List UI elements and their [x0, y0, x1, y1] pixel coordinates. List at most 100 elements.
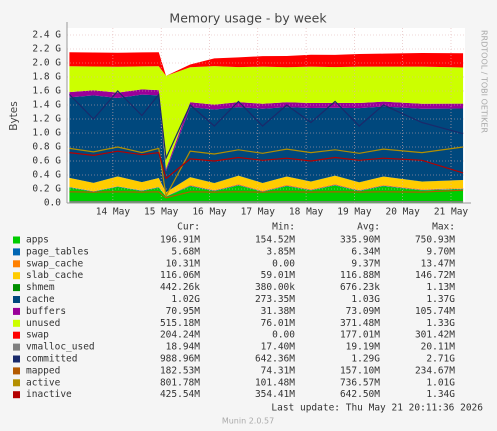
side-text: RRDTOOL / TOBI OETIKER	[480, 30, 489, 133]
legend-label: page_tables	[26, 246, 89, 257]
x-tick-label: 17 May	[241, 207, 276, 218]
legend-label: swap	[26, 330, 49, 341]
axes: 0.0 0.2 G 0.4 G 0.6 G 0.8 G 1.0 G 1.2 G 1.4 G 1.…	[32, 22, 471, 218]
area	[69, 89, 464, 172]
legend-stat: 273.35M	[255, 294, 295, 305]
legend-stat: 76.01M	[261, 318, 296, 329]
area	[69, 175, 464, 197]
legend-label: vmalloc_used	[26, 342, 95, 353]
legend-stat: 74.31M	[261, 365, 296, 376]
legend-stat: 17.40M	[261, 342, 296, 353]
legend-swatch	[13, 236, 20, 244]
legend-stat: 13.47M	[421, 258, 456, 269]
x-tick-label: 16 May	[192, 207, 227, 218]
legend-swatch	[13, 260, 20, 268]
legend-stat: 73.09M	[346, 306, 381, 317]
legend-stat: 5.68M	[171, 246, 200, 257]
legend-swatch	[13, 272, 20, 280]
legend-stat: 642.36M	[255, 354, 295, 365]
legend-label: committed	[26, 354, 77, 365]
legend-stat: 116.06M	[160, 270, 200, 281]
legend-stat: 20.11M	[421, 342, 456, 353]
y-tick-label: 2.2 G	[32, 44, 61, 55]
legend-stat: 182.53M	[160, 365, 200, 376]
legend-stat: 70.95M	[166, 306, 201, 317]
legend-header: Avg:	[357, 222, 380, 233]
legend-stat: 18.94M	[166, 342, 201, 353]
legend-header: Min:	[272, 222, 295, 233]
legend-stat: 371.48M	[340, 318, 380, 329]
legend-swatch	[13, 296, 20, 303]
legend-stat: 19.19M	[346, 342, 381, 353]
legend-stat: 1.02G	[171, 294, 200, 305]
legend-swatch	[13, 307, 20, 315]
area	[69, 185, 464, 197]
area	[69, 94, 464, 193]
legend-swatch	[13, 391, 20, 399]
legend-label: mapped	[26, 365, 60, 376]
area	[69, 184, 464, 197]
legend-stat: 204.24M	[160, 330, 200, 341]
x-tick-label: 18 May	[289, 207, 324, 218]
legend-stat: 642.50M	[340, 389, 380, 400]
legend-stat: 6.34M	[351, 246, 380, 257]
y-tick-label: 1.8 G	[32, 72, 61, 83]
legend-stat: 234.67M	[415, 365, 455, 376]
legend-swatch	[13, 355, 20, 363]
area	[69, 185, 464, 203]
legend-stat: 750.93M	[415, 235, 455, 246]
y-tick-label: 1.6 G	[32, 86, 61, 97]
x-tick-label: 14 May	[96, 207, 131, 218]
legend-stat: 380.00k	[255, 282, 295, 293]
legend-stat: 335.90M	[340, 235, 380, 246]
x-tick-label: 20 May	[386, 207, 421, 218]
x-tick-label: 19 May	[337, 207, 372, 218]
y-tick-label: 0.2 G	[32, 184, 61, 195]
area	[69, 66, 464, 169]
legend-label: inactive	[26, 389, 72, 400]
legend-stat: 2.71G	[426, 354, 455, 365]
legend-swatch	[13, 343, 20, 351]
line	[69, 150, 464, 180]
legend-stat: 1.33G	[426, 318, 455, 329]
areas	[69, 52, 464, 203]
legend-label: slab_cache	[26, 270, 83, 281]
legend-stat: 301.42M	[415, 330, 455, 341]
lines	[68, 90, 464, 203]
legend-label: unused	[26, 318, 60, 329]
y-tick-label: 0.6 G	[32, 156, 61, 167]
chart-title: Memory usage - by week	[169, 11, 327, 26]
legend: Cur: Min: Avg: Max: apps 196.91M 154.52M 335.90…	[13, 222, 456, 400]
y-tick-label: 1.0 G	[32, 128, 61, 139]
legend-stat: 105.74M	[415, 306, 455, 317]
legend-swatch	[13, 367, 20, 375]
legend-swatch	[13, 319, 20, 327]
legend-swatch	[13, 331, 20, 339]
legend-stat: 101.48M	[255, 377, 295, 388]
legend-header: Cur:	[177, 222, 200, 233]
legend-header: Max:	[432, 222, 455, 233]
legend-label: active	[26, 377, 61, 388]
grid	[67, 28, 465, 204]
legend-stat: 196.91M	[160, 235, 200, 246]
legend-label: apps	[26, 235, 49, 246]
line	[68, 90, 464, 161]
legend-stat: 59.01M	[261, 270, 296, 281]
version: Munin 2.0.57	[222, 417, 274, 426]
legend-stat: 801.78M	[160, 377, 200, 388]
y-tick-label: 1.2 G	[32, 114, 61, 125]
legend-swatch	[13, 248, 20, 256]
legend-stat: 3.85M	[266, 246, 295, 257]
legend-label: swap_cache	[26, 258, 83, 269]
legend-swatch	[13, 379, 20, 387]
line	[69, 189, 464, 199]
legend-stat: 1.37G	[426, 294, 455, 305]
y-tick-label: 0.8 G	[32, 142, 61, 153]
legend-stat: 1.03G	[351, 294, 380, 305]
legend-stat: 676.23k	[340, 282, 380, 293]
legend-stat: 116.88M	[340, 270, 380, 281]
legend-stat: 9.70M	[426, 246, 455, 257]
legend-stat: 515.18M	[160, 318, 200, 329]
x-tick-label: 15 May	[144, 207, 179, 218]
y-tick-label: 2.4 G	[32, 30, 61, 41]
